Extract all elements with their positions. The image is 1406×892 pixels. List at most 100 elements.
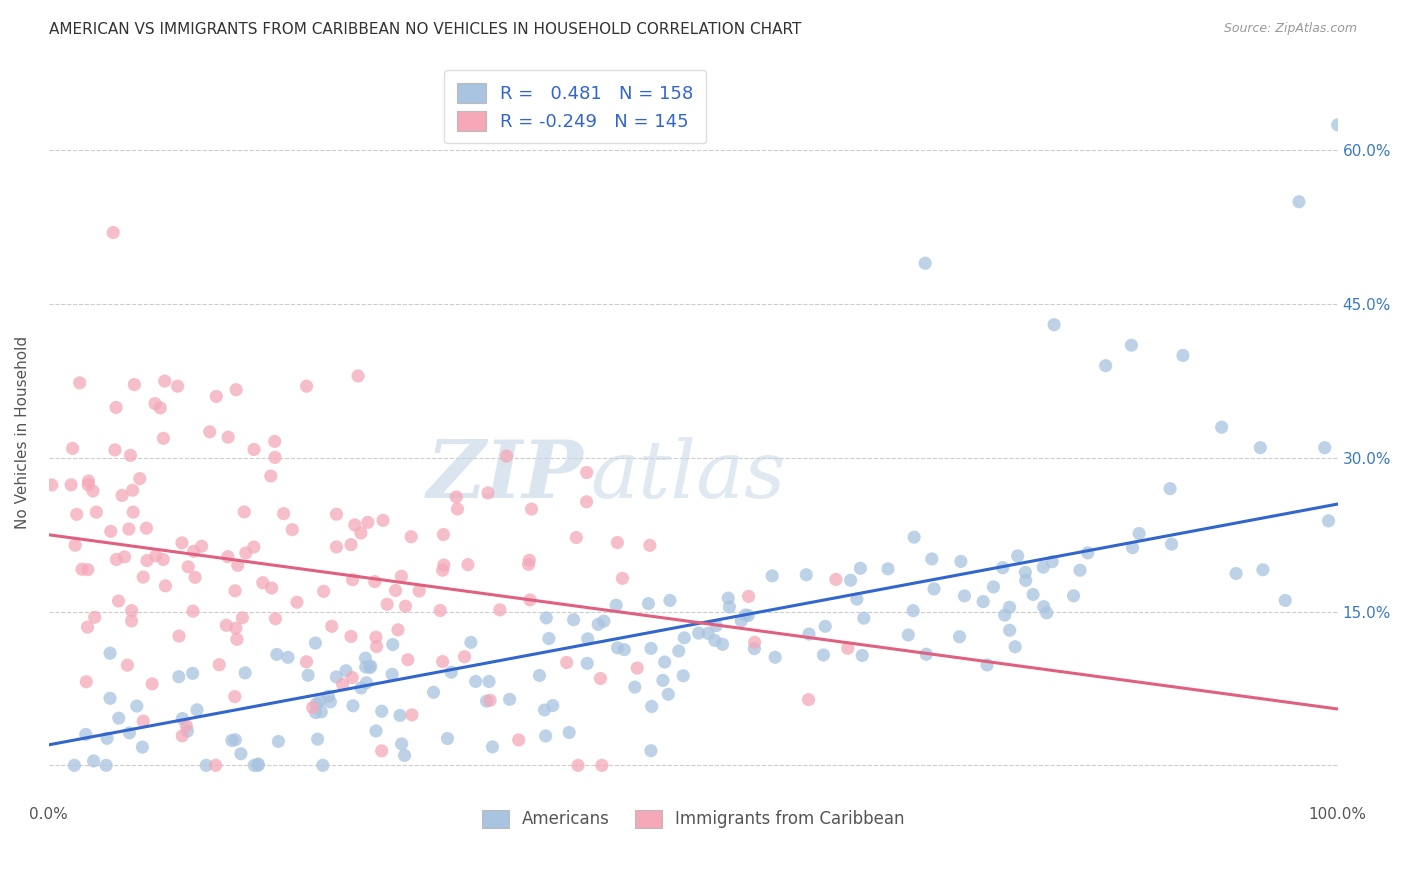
Point xyxy=(763,650,786,665)
Point xyxy=(195,758,218,772)
Point xyxy=(1128,526,1150,541)
Point xyxy=(118,522,141,536)
Point xyxy=(118,726,141,740)
Point xyxy=(976,657,998,672)
Point xyxy=(432,563,454,577)
Point xyxy=(562,613,585,627)
Point xyxy=(340,538,363,552)
Point xyxy=(167,629,190,643)
Point xyxy=(1317,514,1340,528)
Point xyxy=(98,646,121,660)
Legend: Americans, Immigrants from Caribbean: Americans, Immigrants from Caribbean xyxy=(475,803,911,835)
Point xyxy=(839,573,862,587)
Point xyxy=(575,466,598,480)
Point xyxy=(260,469,283,483)
Point xyxy=(215,618,238,632)
Point xyxy=(224,690,246,704)
Point xyxy=(972,594,994,608)
Point xyxy=(141,677,163,691)
Point xyxy=(132,570,155,584)
Point xyxy=(478,674,501,689)
Point xyxy=(703,633,725,648)
Point xyxy=(558,725,581,739)
Point xyxy=(181,666,204,681)
Point xyxy=(1069,563,1091,577)
Point xyxy=(565,531,588,545)
Point xyxy=(305,706,328,720)
Point xyxy=(697,626,720,640)
Point xyxy=(145,549,167,563)
Point xyxy=(1122,541,1144,555)
Point xyxy=(1077,546,1099,560)
Point xyxy=(460,635,482,649)
Y-axis label: No Vehicles in Household: No Vehicles in Household xyxy=(15,335,30,529)
Point xyxy=(342,671,364,685)
Point xyxy=(63,538,86,552)
Point xyxy=(640,641,662,656)
Point xyxy=(105,401,128,415)
Text: ZIP: ZIP xyxy=(427,437,583,515)
Point xyxy=(606,535,628,549)
Point xyxy=(360,659,382,673)
Point xyxy=(730,614,752,628)
Point xyxy=(641,699,664,714)
Point xyxy=(121,604,143,618)
Point xyxy=(948,630,970,644)
Point xyxy=(446,502,468,516)
Point xyxy=(388,708,411,723)
Point xyxy=(638,538,661,552)
Point xyxy=(233,665,256,680)
Point xyxy=(508,733,530,747)
Point xyxy=(243,540,266,554)
Point xyxy=(347,368,370,383)
Point xyxy=(233,505,256,519)
Point xyxy=(953,589,976,603)
Point xyxy=(711,637,734,651)
Point xyxy=(66,508,89,522)
Point xyxy=(174,719,197,733)
Point xyxy=(166,379,188,393)
Point xyxy=(1007,549,1029,563)
Text: AMERICAN VS IMMIGRANTS FROM CARIBBEAN NO VEHICLES IN HOUSEHOLD CORRELATION CHART: AMERICAN VS IMMIGRANTS FROM CARIBBEAN NO… xyxy=(49,22,801,37)
Point xyxy=(135,521,157,535)
Point xyxy=(176,724,198,739)
Point xyxy=(593,614,616,628)
Point xyxy=(394,599,416,614)
Point xyxy=(155,579,177,593)
Point xyxy=(744,635,766,649)
Point xyxy=(517,558,540,572)
Point xyxy=(401,707,423,722)
Point xyxy=(98,691,121,706)
Point xyxy=(737,590,759,604)
Point xyxy=(534,729,557,743)
Point xyxy=(247,758,270,772)
Point xyxy=(837,641,859,656)
Point xyxy=(263,434,285,449)
Point xyxy=(297,668,319,682)
Point xyxy=(225,621,247,635)
Point xyxy=(586,617,609,632)
Point xyxy=(229,747,252,761)
Point xyxy=(60,478,83,492)
Point xyxy=(143,396,166,410)
Point xyxy=(342,573,364,587)
Point xyxy=(1022,587,1045,601)
Point xyxy=(520,502,543,516)
Point xyxy=(356,675,378,690)
Point xyxy=(436,731,458,746)
Point xyxy=(877,562,900,576)
Point xyxy=(131,740,153,755)
Point xyxy=(167,670,190,684)
Point xyxy=(107,711,129,725)
Point xyxy=(235,546,257,560)
Point xyxy=(797,692,820,706)
Point xyxy=(1032,599,1054,614)
Point xyxy=(1015,574,1038,588)
Point xyxy=(998,600,1021,615)
Point xyxy=(1094,359,1116,373)
Point xyxy=(453,649,475,664)
Point xyxy=(172,729,194,743)
Point xyxy=(198,425,221,439)
Point xyxy=(370,744,392,758)
Point xyxy=(479,693,502,707)
